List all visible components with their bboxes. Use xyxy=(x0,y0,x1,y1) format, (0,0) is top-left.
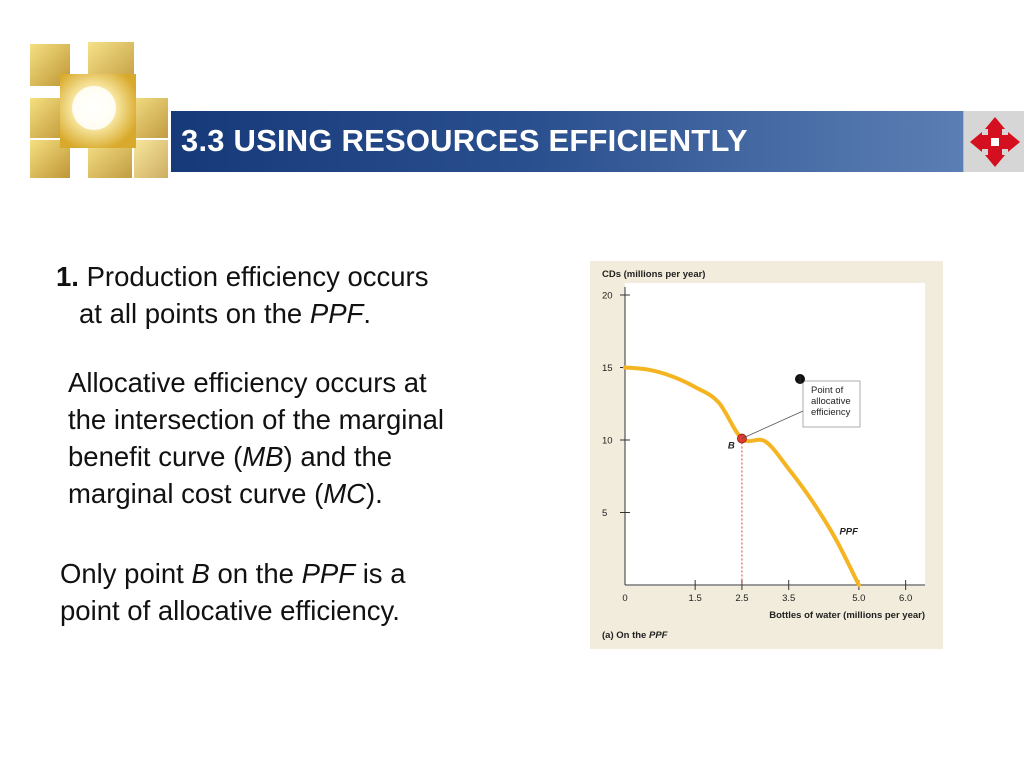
paragraph-text: Allocative efficiency occurs at xyxy=(68,367,427,398)
caption-ppf: PPF xyxy=(649,630,668,641)
paragraph-text: ) and the xyxy=(283,441,393,472)
annotation-number: 1 xyxy=(797,375,803,386)
paragraph-allocative-efficiency: Allocative efficiency occurs at the inte… xyxy=(68,364,548,512)
golden-squares-logo-icon xyxy=(30,42,168,178)
paragraph-production-efficiency: 1. Production efficiency occurs at all p… xyxy=(56,258,556,332)
annotation-text: Point of xyxy=(811,385,844,396)
logo xyxy=(26,40,171,180)
x-tick-label: 6.0 xyxy=(899,593,912,604)
paragraph-text: Production efficiency occurs xyxy=(86,261,429,292)
paragraph-text: ). xyxy=(366,478,383,509)
x-tick-label: 5.0 xyxy=(852,593,865,604)
ppf-term: PPF xyxy=(301,558,356,589)
paragraph-text: Only point xyxy=(60,558,184,589)
ppf-chart: CDs (millions per year) Bottles of water… xyxy=(590,261,943,649)
title-bar: 3.3 USING RESOURCES EFFICIENTLY xyxy=(171,111,963,172)
y-tick-label: 15 xyxy=(602,363,613,374)
annotation-number-marker xyxy=(795,374,805,384)
caption-text: (a) On the xyxy=(602,630,646,641)
x-origin-label: 0 xyxy=(622,593,627,604)
x-tick-label: 3.5 xyxy=(782,593,795,604)
ppf-curve-label: PPF xyxy=(839,526,858,537)
x-axis-title: Bottles of water (millions per year) xyxy=(769,610,925,621)
paragraph-line: at all points on the PPF. xyxy=(56,295,556,332)
slide-title: 3.3 USING RESOURCES EFFICIENTLY xyxy=(181,123,748,158)
x-tick-label: 2.5 xyxy=(735,593,748,604)
paragraph-text: on the xyxy=(217,558,294,589)
paragraph-point-b: Only point B on the PPF is a point of al… xyxy=(60,555,540,629)
y-tick-label: 10 xyxy=(602,436,613,447)
paragraph-text: marginal cost curve ( xyxy=(68,478,324,509)
annotation-text: efficiency xyxy=(811,407,851,418)
chart-caption: (a) On the PPF xyxy=(602,630,668,641)
paragraph-text: point of allocative efficiency. xyxy=(60,595,400,626)
annotation-text: allocative xyxy=(811,396,851,407)
x-tick-label: 1.5 xyxy=(689,593,702,604)
ppf-term: PPF xyxy=(309,298,364,329)
navigation-button[interactable] xyxy=(963,111,1024,172)
y-tick-label: 20 xyxy=(602,291,613,302)
point-b-label: B xyxy=(728,441,735,452)
paragraph-text: benefit curve ( xyxy=(68,441,243,472)
y-axis-title: CDs (millions per year) xyxy=(602,269,705,280)
chart-marks: 5 10 15 20 0 1.5 2.5 3.5 5.0 6.0 PPF B Point ofalloc… xyxy=(602,287,925,604)
paragraph-text: is a xyxy=(362,558,406,589)
ppf-chart-svg: CDs (millions per year) Bottles of water… xyxy=(602,269,925,641)
mc-term: MC xyxy=(323,478,367,509)
plot-area xyxy=(625,283,925,586)
mb-term: MB xyxy=(242,441,284,472)
paragraph-text: . xyxy=(363,298,371,329)
y-tick-label: 5 xyxy=(602,508,607,519)
point-b-term: B xyxy=(191,558,210,589)
four-way-arrows-icon xyxy=(970,117,1020,167)
list-number: 1. xyxy=(56,261,79,292)
annotation-box xyxy=(802,380,861,428)
paragraph-text: the intersection of the marginal xyxy=(68,404,445,435)
annotation-leader-line xyxy=(741,410,804,439)
paragraph-text: at all points on the xyxy=(79,298,303,329)
